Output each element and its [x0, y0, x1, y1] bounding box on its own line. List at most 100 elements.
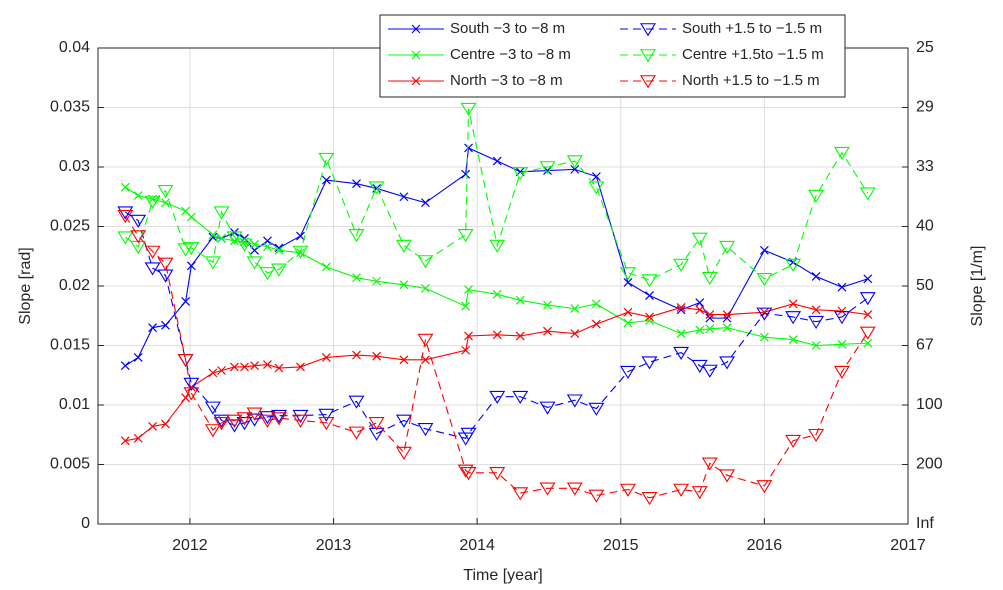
marker — [695, 305, 705, 315]
x-tick-label: 2014 — [459, 537, 495, 554]
marker — [236, 412, 253, 426]
marker — [641, 274, 658, 288]
marker — [204, 401, 221, 415]
marker — [566, 482, 583, 496]
marker — [673, 483, 690, 497]
marker — [161, 320, 170, 330]
marker — [512, 487, 529, 501]
marker — [213, 206, 230, 220]
marker — [395, 446, 412, 460]
marker — [274, 245, 284, 255]
marker — [489, 467, 506, 481]
marker — [208, 232, 218, 242]
marker — [722, 310, 732, 319]
legend-marker — [640, 49, 656, 63]
marker — [368, 181, 385, 195]
marker — [177, 353, 194, 368]
marker — [515, 331, 525, 341]
marker — [133, 433, 143, 443]
marker — [461, 169, 471, 179]
marker — [489, 239, 506, 253]
marker — [492, 330, 502, 340]
y2-tick-label: 29 — [916, 99, 934, 116]
marker — [759, 332, 769, 342]
marker — [292, 409, 309, 424]
marker — [808, 315, 825, 330]
marker — [270, 263, 287, 277]
marker — [676, 329, 686, 339]
marker — [183, 387, 200, 401]
marker — [722, 313, 732, 323]
marker — [133, 191, 143, 200]
marker — [788, 335, 798, 344]
marker — [240, 362, 249, 372]
marker — [859, 187, 876, 201]
y2-tick-label: 33 — [916, 158, 934, 175]
marker — [421, 198, 430, 208]
marker — [539, 401, 556, 415]
legend-marker — [411, 50, 421, 60]
legend-label: South −3 to −8 m — [450, 20, 565, 37]
marker — [368, 417, 385, 431]
marker — [372, 276, 382, 286]
marker — [144, 195, 161, 209]
marker — [788, 299, 798, 309]
marker — [837, 282, 847, 292]
legend-label: South +1.5 to −1.5 m — [682, 20, 822, 37]
marker — [130, 214, 147, 228]
marker — [263, 242, 272, 252]
y2-tick-label: 100 — [916, 396, 943, 413]
y-tick-label: 0.025 — [50, 218, 90, 235]
marker — [859, 292, 876, 306]
marker — [318, 408, 335, 422]
marker — [833, 146, 850, 161]
y2-axis-label: Slope [1/m] — [969, 246, 986, 327]
y2-tick-label: Inf — [916, 515, 934, 532]
marker — [588, 489, 605, 503]
legend-marker — [411, 76, 421, 86]
y2-tick-label: 50 — [916, 277, 934, 294]
marker — [695, 298, 705, 308]
marker — [701, 271, 718, 286]
marker — [543, 326, 552, 336]
marker — [161, 419, 170, 429]
marker — [117, 209, 134, 224]
marker — [591, 299, 601, 309]
marker — [645, 312, 654, 322]
marker — [352, 273, 361, 283]
marker — [811, 272, 821, 281]
y-tick-label: 0.04 — [59, 39, 90, 56]
marker — [705, 313, 715, 323]
marker — [464, 285, 473, 294]
y-tick-label: 0.035 — [50, 99, 90, 116]
marker — [833, 311, 850, 325]
series-line — [124, 215, 869, 499]
marker — [274, 363, 284, 373]
marker — [619, 365, 636, 380]
marker — [460, 427, 477, 441]
marker — [226, 414, 243, 428]
x-tick-label: 2015 — [603, 537, 639, 554]
marker — [148, 421, 157, 431]
marker — [181, 297, 191, 306]
marker — [543, 300, 552, 310]
marker — [641, 492, 658, 506]
marker — [296, 362, 305, 372]
marker — [417, 255, 434, 269]
marker — [464, 331, 473, 341]
marker — [591, 172, 601, 181]
marker — [144, 262, 161, 276]
y2-tick-label: 67 — [916, 337, 934, 354]
marker — [208, 368, 218, 378]
marker — [348, 395, 365, 409]
marker — [259, 414, 276, 428]
legend-box — [379, 14, 846, 98]
marker — [641, 356, 658, 370]
marker — [570, 329, 580, 339]
marker — [120, 436, 130, 446]
x-tick-label: 2012 — [172, 537, 208, 554]
marker — [457, 464, 474, 478]
marker — [863, 310, 873, 319]
marker — [623, 278, 633, 287]
marker — [395, 239, 412, 253]
